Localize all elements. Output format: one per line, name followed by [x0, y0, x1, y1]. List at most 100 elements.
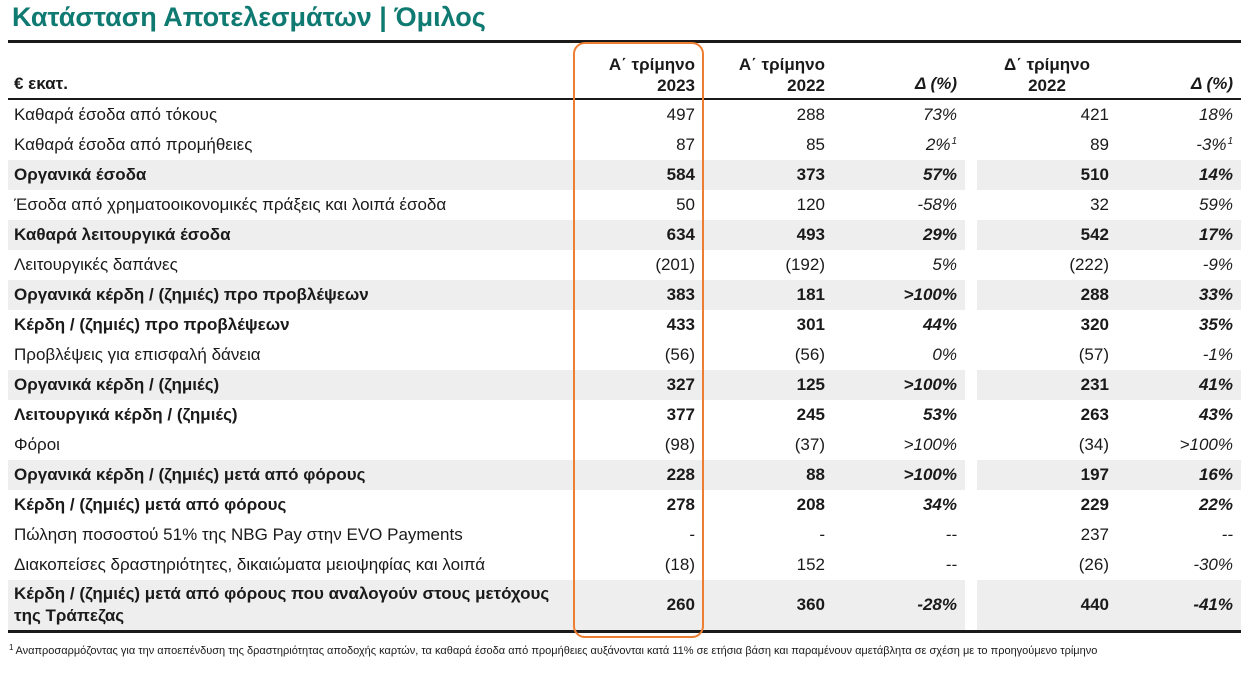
q1-2022-value-text: 181 [796, 285, 825, 304]
delta-qoq-value: 59% [1117, 190, 1241, 220]
q1-2022-value-text: (192) [785, 255, 825, 274]
q1-2023-value: 383 [576, 280, 703, 310]
row-label-text: Λειτουργικές δαπάνες [14, 255, 178, 274]
gap-cell [965, 550, 977, 580]
q4-2022-value: 320 [977, 310, 1117, 340]
q4-2022-value: 421 [977, 99, 1117, 130]
row-label-text: Οργανικά κέρδη / (ζημιές) [14, 375, 220, 394]
q4-2022-value: 237 [977, 520, 1117, 550]
row-label-text: Καθαρά έσοδα από προμήθειες [14, 135, 253, 154]
row-label: Φόροι [8, 430, 576, 460]
delta-qoq-value-text: 43% [1198, 405, 1233, 424]
delta-qoq-value-text: 41% [1198, 375, 1233, 394]
q1-2023-value-text: 383 [666, 285, 695, 304]
row-label: Οργανικά κέρδη / (ζημιές) μετά από φόρου… [8, 460, 576, 490]
delta-qoq-value: -3%1 [1117, 130, 1241, 160]
delta-qoq-value: -30% [1117, 550, 1241, 580]
q4-2022-value: 89 [977, 130, 1117, 160]
gap-cell [965, 490, 977, 520]
row-label-text: Κέρδη / (ζημιές) μετά από φόρους [14, 495, 287, 514]
delta-qoq-value-text: 16% [1198, 465, 1233, 484]
q4-2022-value-text: 440 [1080, 595, 1109, 614]
delta-yoy-value: 0% [833, 340, 965, 370]
header-q1-2022-period: Α΄ τρίμηνο [738, 55, 825, 74]
delta-yoy-value: 2%1 [833, 130, 965, 160]
q1-2023-value: 497 [576, 99, 703, 130]
footnote: 1 Αναπροσαρμόζοντας για την αποεπένδυση τ… [8, 644, 1097, 658]
delta-qoq-value: -- [1117, 520, 1241, 550]
q4-2022-value: 197 [977, 460, 1117, 490]
delta-qoq-value: 14% [1117, 160, 1241, 190]
table-row: Κέρδη / (ζημιές) προ προβλέψεων 433 301 44%… [8, 310, 1241, 340]
delta-yoy-value-text: 29% [922, 225, 957, 244]
delta-yoy-value-text: -28% [917, 595, 957, 614]
q1-2022-value-text: 85 [806, 135, 825, 154]
table-row: Κέρδη / (ζημιές) μετά από φόρους που ανα… [8, 580, 1241, 630]
table-row: Διακοπείσες δραστηριότητες, δικαιώματα μ… [8, 550, 1241, 580]
q4-2022-value-text: 421 [1080, 105, 1109, 124]
q1-2023-value: 87 [576, 130, 703, 160]
q4-2022-value-text: 288 [1080, 285, 1109, 304]
gap-cell [965, 190, 977, 220]
delta-qoq-value-text: -1% [1202, 345, 1233, 364]
header-currency-label: € εκατ. [14, 74, 68, 93]
q4-2022-value: 440 [977, 580, 1117, 630]
table-row: Έσοδα από χρηματοοικονομικές πράξεις και… [8, 190, 1241, 220]
row-label-text: Οργανικά έσοδα [14, 165, 147, 184]
delta-qoq-value: -41% [1117, 580, 1241, 630]
delta-qoq-value: 22% [1117, 490, 1241, 520]
delta-yoy-value-text: 57% [922, 165, 957, 184]
row-label-text: Οργανικά κέρδη / (ζημιές) μετά από φόρου… [14, 465, 366, 484]
q4-2022-value-text: 237 [1080, 525, 1109, 544]
q1-2022-value-text: 88 [806, 465, 825, 484]
gap-cell [965, 400, 977, 430]
table-top-rule [8, 40, 1241, 43]
delta-yoy-value: 29% [833, 220, 965, 250]
delta-yoy-value-text: -58% [917, 195, 957, 214]
row-label-text: Κέρδη / (ζημιές) προ προβλέψεων [14, 315, 290, 334]
q1-2023-value-text: 260 [666, 595, 695, 614]
row-label-text: Διακοπείσες δραστηριότητες, δικαιώματα μ… [14, 555, 486, 574]
row-label: Καθαρά έσοδα από τόκους [8, 99, 576, 130]
delta-qoq-value: 18% [1117, 99, 1241, 130]
delta-qoq-value-text: 35% [1198, 315, 1233, 334]
q1-2022-value: 125 [703, 370, 833, 400]
q1-2023-value: (98) [576, 430, 703, 460]
delta-qoq-value-text: -30% [1193, 555, 1233, 574]
delta-yoy-value-text: 53% [922, 405, 957, 424]
q4-2022-value: (34) [977, 430, 1117, 460]
delta-qoq-value: 33% [1117, 280, 1241, 310]
delta-yoy-value: 34% [833, 490, 965, 520]
gap-cell [965, 160, 977, 190]
q4-2022-value: (57) [977, 340, 1117, 370]
row-label-text: Έσοδα από χρηματοοικονομικές πράξεις και… [14, 195, 447, 214]
row-label-text: Καθαρά λειτουργικά έσοδα [14, 225, 231, 244]
gap-cell [965, 250, 977, 280]
delta-qoq-value-text: 22% [1198, 495, 1233, 514]
row-label: Καθαρά λειτουργικά έσοδα [8, 220, 576, 250]
delta-qoq-value: -1% [1117, 340, 1241, 370]
q1-2023-value-text: 497 [666, 105, 695, 124]
q1-2022-value: 88 [703, 460, 833, 490]
delta-yoy-value-text: >100% [903, 435, 957, 454]
footnote-reference: 1 [1227, 136, 1233, 147]
q1-2023-value-text: - [689, 525, 695, 544]
delta-yoy-value: 57% [833, 160, 965, 190]
delta-qoq-value-text: -9% [1202, 255, 1233, 274]
row-label-text: Κέρδη / (ζημιές) μετά από φόρους που ανα… [14, 584, 550, 625]
q1-2022-value-text: 208 [796, 495, 825, 514]
delta-qoq-value-text: 17% [1198, 225, 1233, 244]
gap-cell [965, 370, 977, 400]
row-label-text: Οργανικά κέρδη / (ζημιές) προ προβλέψεων [14, 285, 369, 304]
q4-2022-value-text: (34) [1078, 435, 1109, 454]
row-label: Οργανικά κέρδη / (ζημιές) [8, 370, 576, 400]
gap-cell [965, 580, 977, 630]
q1-2023-value: 50 [576, 190, 703, 220]
q1-2022-value: 245 [703, 400, 833, 430]
row-label: Έσοδα από χρηματοοικονομικές πράξεις και… [8, 190, 576, 220]
table-row: Οργανικά κέρδη / (ζημιές) μετά από φόρου… [8, 460, 1241, 490]
q1-2022-value-text: 373 [796, 165, 825, 184]
q1-2023-value-text: 228 [666, 465, 695, 484]
q4-2022-value-text: 510 [1080, 165, 1109, 184]
delta-qoq-value: 43% [1117, 400, 1241, 430]
